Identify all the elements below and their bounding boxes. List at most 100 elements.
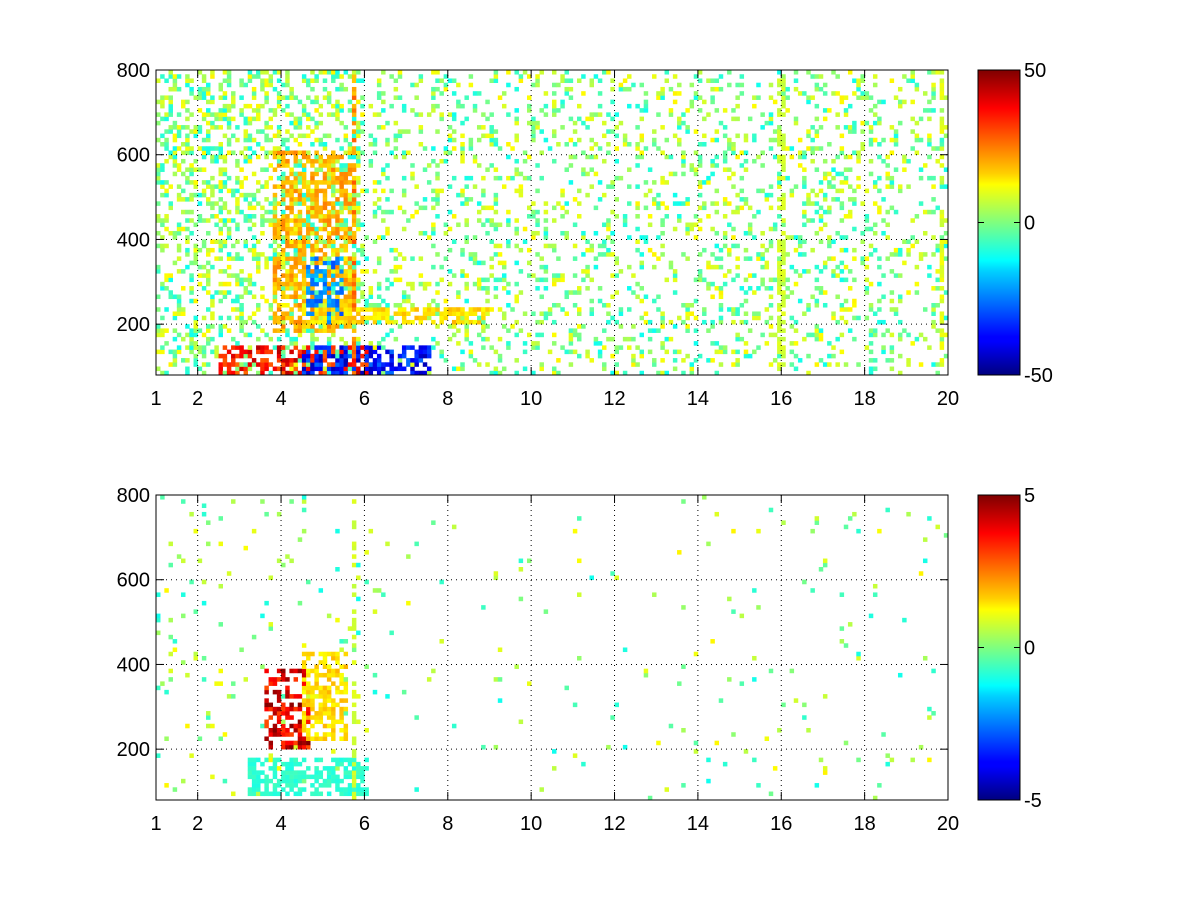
top-heatmap-cell bbox=[393, 133, 399, 139]
top-heatmap-cell bbox=[281, 311, 286, 316]
top-heatmap-cell bbox=[464, 332, 469, 338]
top-heatmap-cell bbox=[518, 188, 524, 194]
top-heatmap-cell bbox=[368, 290, 374, 295]
top-heatmap-cell bbox=[356, 311, 361, 316]
top-heatmap-cell bbox=[164, 214, 169, 219]
top-heatmap-cell bbox=[681, 112, 686, 117]
top-heatmap-cell bbox=[281, 362, 286, 367]
top-heatmap-cell bbox=[243, 129, 249, 134]
top-heatmap-cell bbox=[610, 353, 615, 359]
top-heatmap-cell bbox=[856, 184, 861, 189]
top-heatmap-cell bbox=[301, 345, 307, 350]
top-heatmap-cell bbox=[281, 163, 286, 168]
bottom-heatmap-cell bbox=[343, 766, 349, 771]
top-heatmap-cell bbox=[372, 112, 378, 117]
top-heatmap-cell bbox=[376, 366, 382, 372]
top-heatmap-cell bbox=[181, 197, 186, 202]
top-heatmap-cell bbox=[210, 311, 215, 316]
top-heatmap-cell bbox=[335, 230, 340, 236]
top-heatmap-cell bbox=[927, 175, 932, 181]
top-heatmap-cell bbox=[435, 341, 440, 346]
top-heatmap-cell bbox=[326, 370, 332, 376]
top-heatmap-cell bbox=[593, 336, 599, 342]
top-heatmap-cell bbox=[385, 311, 390, 316]
top-heatmap-cell bbox=[606, 129, 611, 134]
top-heatmap-cell bbox=[943, 230, 949, 236]
top-heatmap-cell bbox=[356, 70, 361, 75]
bottom-heatmap-cell bbox=[526, 681, 532, 686]
top-heatmap-cell bbox=[339, 188, 344, 194]
top-heatmap-cell bbox=[868, 349, 874, 355]
top-heatmap-cell bbox=[318, 319, 324, 325]
top-heatmap-cell bbox=[268, 125, 274, 130]
top-heatmap-cell bbox=[677, 315, 682, 321]
top-heatmap-cell bbox=[301, 201, 307, 206]
top-heatmap-cell bbox=[356, 358, 361, 363]
top-heatmap-cell bbox=[702, 142, 707, 147]
top-heatmap-cell bbox=[714, 201, 720, 206]
top-heatmap-cell bbox=[301, 311, 307, 316]
top-heatmap-cell bbox=[785, 146, 790, 151]
bottom-heatmap-cell bbox=[306, 732, 311, 737]
top-heatmap-cell bbox=[535, 332, 540, 338]
top-heatmap-cell bbox=[185, 324, 190, 329]
top-heatmap-cell bbox=[827, 256, 832, 261]
top-x-tick-label: 4 bbox=[275, 388, 286, 410]
top-heatmap-cell bbox=[939, 332, 945, 338]
top-heatmap-cell bbox=[293, 158, 299, 164]
top-heatmap-cell bbox=[306, 353, 311, 359]
top-heatmap-cell bbox=[360, 269, 365, 274]
bottom-heatmap-cell bbox=[306, 706, 311, 712]
bottom-heatmap-cell bbox=[251, 774, 257, 780]
top-heatmap-cell bbox=[839, 150, 845, 156]
top-heatmap-cell bbox=[239, 150, 244, 156]
top-heatmap-cell bbox=[614, 349, 619, 355]
bottom-heatmap-cell bbox=[856, 757, 861, 763]
top-heatmap-cell bbox=[376, 205, 382, 211]
top-heatmap-cell bbox=[660, 315, 665, 321]
top-heatmap-cell bbox=[239, 95, 244, 100]
top-heatmap-cell bbox=[226, 366, 232, 372]
bottom-heatmap-cell bbox=[276, 668, 282, 674]
top-heatmap-cell bbox=[660, 91, 665, 96]
top-heatmap-cell bbox=[226, 70, 232, 75]
top-heatmap-cell bbox=[602, 222, 607, 228]
top-heatmap-cell bbox=[706, 180, 711, 185]
bottom-heatmap-cell bbox=[251, 528, 257, 534]
top-heatmap-cell bbox=[568, 86, 574, 92]
top-heatmap-cell bbox=[939, 362, 945, 367]
bottom-heatmap-cell bbox=[326, 774, 332, 780]
top-heatmap-cell bbox=[685, 256, 690, 261]
top-heatmap-cell bbox=[668, 154, 674, 160]
top-heatmap-cell bbox=[918, 137, 924, 143]
top-heatmap-cell bbox=[885, 256, 890, 261]
top-heatmap-cell bbox=[156, 324, 161, 329]
top-heatmap-cell bbox=[852, 150, 857, 156]
top-heatmap-cell bbox=[635, 226, 640, 232]
top-heatmap-cell bbox=[276, 353, 282, 359]
top-heatmap-cell bbox=[927, 137, 932, 143]
top-heatmap-cell bbox=[797, 358, 803, 363]
top-heatmap-cell bbox=[306, 239, 311, 244]
top-heatmap-cell bbox=[310, 315, 315, 321]
top-heatmap-cell bbox=[918, 252, 924, 257]
top-heatmap-cell bbox=[189, 218, 194, 223]
top-heatmap-cell bbox=[376, 341, 382, 346]
bottom-heatmap-cell bbox=[351, 626, 357, 631]
top-heatmap-cell bbox=[297, 235, 303, 240]
bottom-heatmap-cell bbox=[322, 672, 328, 678]
bottom-heatmap-cell bbox=[297, 736, 303, 741]
top-heatmap-cell bbox=[772, 277, 778, 283]
bottom-heatmap-cell bbox=[343, 706, 349, 712]
top-heatmap-cell bbox=[331, 154, 336, 160]
top-heatmap-cell bbox=[672, 99, 678, 105]
top-heatmap-cell bbox=[193, 125, 198, 130]
top-heatmap-cell bbox=[781, 353, 786, 359]
top-heatmap-cell bbox=[422, 197, 428, 202]
top-heatmap-cell bbox=[426, 311, 432, 316]
top-heatmap-cell bbox=[902, 154, 907, 160]
top-heatmap-cell bbox=[552, 366, 557, 372]
top-heatmap-cell bbox=[326, 328, 332, 333]
top-heatmap-cell bbox=[939, 175, 945, 181]
top-heatmap-cell bbox=[572, 349, 578, 355]
